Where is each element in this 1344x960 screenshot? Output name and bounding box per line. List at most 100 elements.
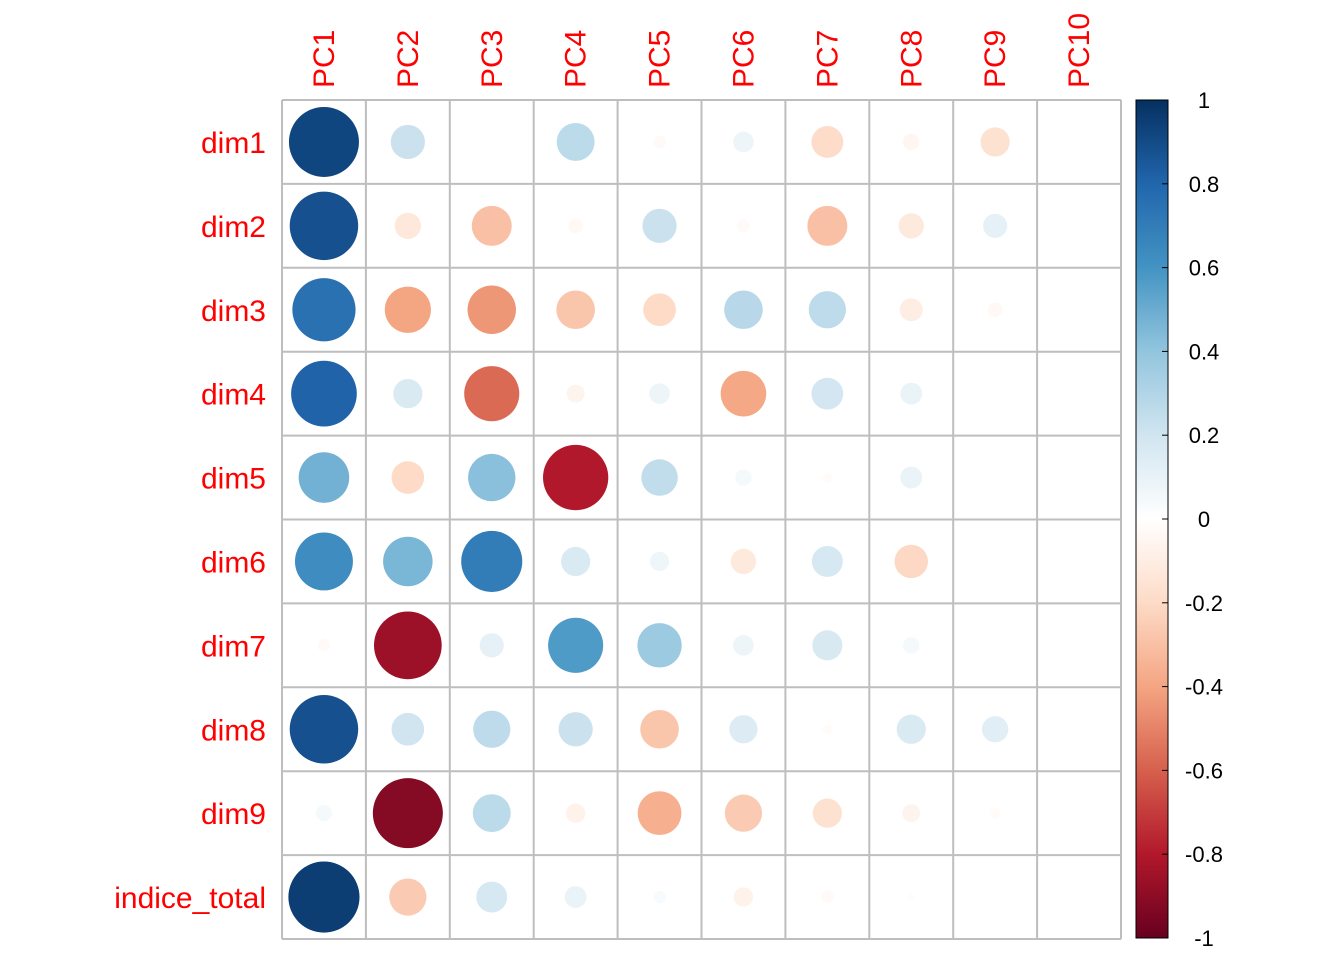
corr-circle-dim6-PC1 — [294, 532, 353, 591]
row-label-dim6: dim6 — [201, 546, 266, 579]
corr-circle-dim5-PC5 — [641, 459, 678, 496]
corr-circle-dim4-PC7 — [811, 377, 844, 410]
corr-circle-dim3-PC1 — [292, 278, 356, 342]
corr-circle-dim4-PC4 — [566, 384, 585, 403]
corr-circle-dim6-PC3 — [461, 530, 523, 592]
corr-circle-dim1-PC7 — [811, 126, 844, 158]
row-labels: dim1 dim2 dim3 dim4 dim5 dim6 dim7 dim8 dim9 indi… — [114, 127, 266, 915]
corr-circle-dim3-PC6 — [724, 290, 763, 330]
colorbar-tick-label: 0.4 — [1189, 339, 1220, 364]
column-label-pc6: PC6 — [727, 30, 760, 88]
corr-circle-dim2-PC6 — [737, 219, 750, 233]
corr-circle-indice_total-PC4 — [564, 886, 587, 908]
corr-circle-dim4-PC1 — [291, 360, 357, 427]
correlation-circles — [288, 106, 1010, 933]
colorbar-tick-label: 0 — [1198, 507, 1210, 532]
colorbar-tick-label: 0.2 — [1189, 423, 1220, 448]
corr-circle-dim9-PC5 — [637, 791, 682, 836]
corr-circle-dim2-PC4 — [568, 218, 583, 234]
column-label-pc5: PC5 — [644, 30, 677, 88]
corr-circle-dim1-PC1 — [288, 106, 359, 177]
colorbar-tick-label: 1 — [1198, 88, 1210, 113]
corr-circle-indice_total-PC6 — [733, 887, 754, 907]
corr-circle-dim9-PC4 — [565, 803, 586, 823]
corr-circle-indice_total-PC1 — [288, 861, 360, 933]
corr-circle-dim2-PC5 — [642, 208, 677, 243]
column-label-pc10: PC10 — [1063, 13, 1096, 88]
corr-circle-dim6-PC7 — [811, 545, 843, 577]
corr-circle-dim5-PC3 — [468, 453, 516, 502]
column-label-pc9: PC9 — [979, 30, 1012, 88]
column-labels: PC1 PC2 PC3 PC4 PC5 PC6 PC7 PC8 PC9 PC10 — [308, 13, 1096, 88]
column-label-pc7: PC7 — [811, 30, 844, 88]
corr-circle-dim9-PC6 — [724, 794, 763, 832]
corr-circle-dim6-PC4 — [561, 546, 591, 577]
corr-circle-dim6-PC2 — [383, 536, 433, 587]
corr-circle-dim2-PC1 — [289, 191, 359, 261]
corr-circle-dim8-PC5 — [640, 709, 679, 749]
corr-circle-dim7-PC2 — [374, 611, 442, 680]
corr-circle-dim9-PC3 — [472, 794, 511, 833]
corr-circle-dim6-PC6 — [730, 548, 757, 575]
row-label-dim9: dim9 — [201, 798, 266, 831]
column-label-pc8: PC8 — [895, 30, 928, 88]
corr-circle-dim4-PC2 — [393, 379, 423, 409]
corr-circle-dim6-PC5 — [649, 551, 670, 572]
corr-circle-dim2-PC7 — [807, 205, 848, 246]
corr-circle-dim7-PC7 — [812, 630, 843, 661]
corr-circle-dim1-PC2 — [390, 124, 425, 160]
corr-circle-dim1-PC8 — [903, 133, 920, 151]
row-label-dim4: dim4 — [201, 379, 266, 412]
corr-circle-dim3-PC3 — [467, 285, 516, 334]
corr-circle-dim7-PC4 — [548, 617, 604, 673]
colorbar-tick-label: -0.4 — [1185, 675, 1223, 700]
column-label-pc3: PC3 — [476, 30, 509, 88]
corr-circle-dim1-PC6 — [733, 131, 754, 153]
corr-circle-dim8-PC7 — [822, 724, 833, 735]
corr-circle-dim1-PC4 — [556, 122, 595, 161]
corr-circle-dim9-PC8 — [902, 804, 921, 823]
column-label-pc1: PC1 — [308, 30, 341, 88]
colorbar-legend: 1 0.8 0.6 0.4 0.2 0 -0.2 -0.4 -0.6 -0.8 -1 — [1135, 88, 1223, 951]
corr-circle-dim5-PC7 — [822, 472, 833, 483]
corr-circle-dim9-PC7 — [812, 798, 842, 828]
corr-circle-dim1-PC9 — [980, 127, 1010, 157]
corr-circle-indice_total-PC5 — [653, 890, 666, 904]
row-label-dim2: dim2 — [201, 211, 266, 244]
corr-circle-dim4-PC5 — [649, 383, 670, 404]
corr-circle-dim1-PC5 — [653, 135, 666, 149]
row-label-dim1: dim1 — [201, 127, 266, 160]
corr-circle-dim5-PC1 — [298, 452, 350, 503]
corr-circle-dim8-PC3 — [473, 710, 511, 748]
corr-circle-dim3-PC4 — [556, 290, 595, 330]
corr-circle-dim9-PC2 — [372, 778, 443, 849]
corr-circle-dim7-PC6 — [733, 635, 754, 656]
corr-circle-dim7-PC1 — [317, 639, 331, 652]
corr-circle-indice_total-PC8 — [907, 893, 915, 901]
corr-circle-dim9-PC1 — [315, 804, 333, 822]
row-label-dim8: dim8 — [201, 714, 266, 747]
corr-circle-dim4-PC3 — [464, 366, 520, 422]
corr-circle-dim5-PC8 — [900, 466, 923, 489]
colorbar-tick-label: 0.8 — [1189, 172, 1220, 197]
corr-circle-dim8-PC6 — [729, 715, 758, 744]
colorbar-tick-label: -1 — [1194, 926, 1214, 951]
row-label-indice-total: indice_total — [114, 882, 266, 915]
column-label-pc4: PC4 — [560, 30, 593, 88]
corr-circle-dim9-PC9 — [989, 807, 1001, 819]
corr-circle-dim3-PC7 — [808, 291, 846, 329]
corr-circle-dim8-PC2 — [391, 712, 425, 746]
column-label-pc2: PC2 — [392, 30, 425, 88]
corr-circle-dim3-PC2 — [384, 286, 431, 333]
corr-circle-dim4-PC6 — [720, 370, 767, 417]
corr-circle-dim7-PC5 — [637, 623, 682, 668]
corr-circle-indice_total-PC3 — [476, 881, 508, 913]
colorbar-tick-label: -0.8 — [1185, 842, 1223, 867]
corr-circle-dim8-PC4 — [558, 712, 593, 747]
colorbar-tick-label: -0.2 — [1185, 591, 1223, 616]
corr-circle-indice_total-PC2 — [389, 878, 427, 916]
colorbar-tick-label: 0.6 — [1189, 256, 1220, 281]
row-label-dim5: dim5 — [201, 463, 266, 496]
grid — [281, 99, 1122, 940]
corr-circle-dim7-PC3 — [479, 633, 504, 658]
